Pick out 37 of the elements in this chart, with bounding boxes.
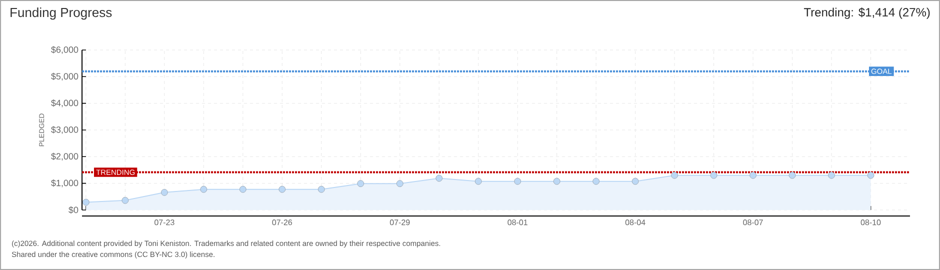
x-tick-label: 08-01 bbox=[508, 220, 528, 226]
point bbox=[436, 174, 443, 182]
x-tick-label: 08-04 bbox=[625, 220, 646, 226]
point bbox=[632, 178, 639, 185]
x-tick-label: 07-26 bbox=[272, 220, 292, 226]
point bbox=[357, 180, 364, 188]
point bbox=[553, 178, 560, 185]
point bbox=[474, 178, 482, 185]
y-tick-label: $5,000 bbox=[51, 72, 78, 81]
point bbox=[710, 172, 718, 179]
y-tick-label: $4,000 bbox=[51, 99, 78, 108]
point bbox=[828, 172, 835, 179]
point bbox=[514, 178, 522, 185]
point bbox=[239, 186, 246, 193]
chart-title: Funding Progress bbox=[10, 8, 112, 20]
x-tick-label: 07-23 bbox=[154, 220, 174, 226]
x-tick-label: 07-29 bbox=[390, 220, 410, 226]
y-tick-label: $2,000 bbox=[51, 152, 78, 161]
point bbox=[867, 172, 874, 179]
point bbox=[200, 186, 208, 193]
chart-subtitle: Trending: $1,414 (27%) bbox=[804, 8, 930, 19]
point bbox=[278, 186, 286, 193]
y-tick-label: $1,000 bbox=[51, 179, 78, 188]
point bbox=[396, 180, 404, 188]
point bbox=[82, 198, 90, 206]
point bbox=[671, 172, 678, 179]
point bbox=[592, 178, 600, 185]
point bbox=[122, 196, 129, 204]
x-tick-label: 08-07 bbox=[743, 220, 763, 226]
point bbox=[160, 188, 168, 196]
y-tick-label: $0 bbox=[68, 206, 78, 214]
point bbox=[318, 186, 325, 193]
y-tick-label: $6,000 bbox=[51, 46, 78, 54]
point bbox=[788, 172, 796, 179]
y-tick-label: $3,000 bbox=[51, 126, 78, 134]
x-tick-label: 08-10 bbox=[860, 220, 881, 226]
point bbox=[750, 172, 756, 179]
